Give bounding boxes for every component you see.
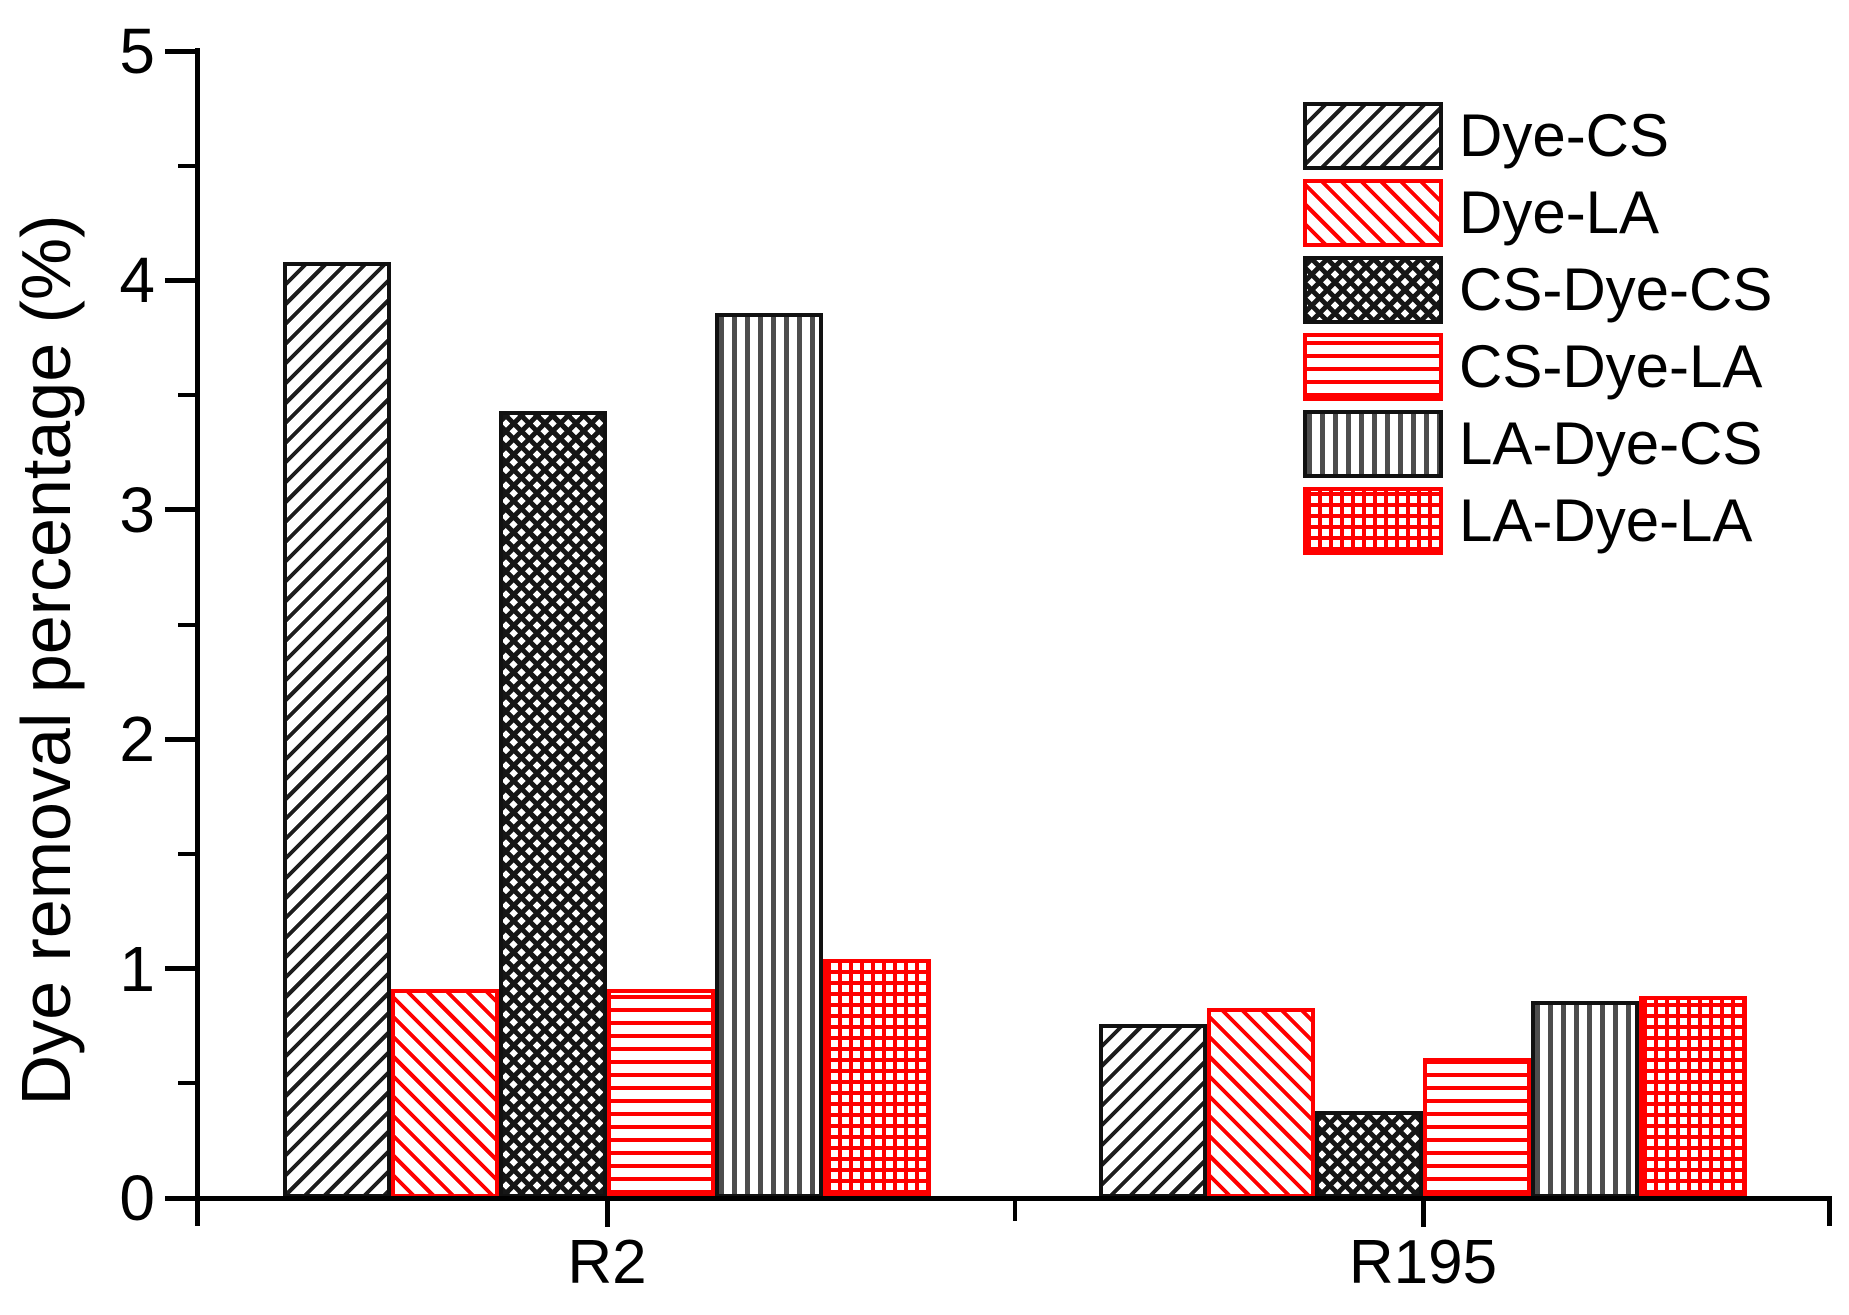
x-major-tick <box>604 1201 610 1227</box>
y-major-tick <box>165 1195 195 1201</box>
legend-swatch-horizontal-red-icon <box>1303 333 1443 401</box>
y-major-tick <box>165 48 195 54</box>
y-major-tick <box>165 507 195 513</box>
x-axis-end-tick <box>1827 1196 1832 1226</box>
legend-swatch-diagonal-forward-black-icon <box>1303 102 1443 170</box>
legend-item-dye-cs: Dye-CS <box>1303 102 1772 170</box>
x-category-label-r2: R2 <box>567 1228 647 1297</box>
legend-swatch-crosshatch-black-icon <box>1303 256 1443 324</box>
legend-item-cs-dye-la: CS-Dye-LA <box>1303 333 1772 401</box>
legend-item-la-dye-cs: LA-Dye-CS <box>1303 410 1772 478</box>
y-minor-tick <box>178 622 195 627</box>
bar-la-dye-la-r2 <box>823 959 931 1198</box>
y-tick-label: 1 <box>119 932 155 1005</box>
legend-item-cs-dye-cs: CS-Dye-CS <box>1303 256 1772 324</box>
legend-swatch-diagonal-back-red-icon <box>1303 179 1443 247</box>
x-axis-end-tick <box>195 1196 200 1226</box>
bar-dye-la-r2 <box>391 989 499 1198</box>
y-tick-label: 4 <box>119 244 155 317</box>
y-major-tick <box>165 966 195 972</box>
legend-swatch-grid-red-icon <box>1303 487 1443 555</box>
legend-label: Dye-LA <box>1459 179 1660 246</box>
y-minor-tick <box>178 851 195 856</box>
bar-la-dye-cs-r2 <box>715 313 823 1198</box>
x-category-label-r195: R195 <box>1348 1228 1498 1297</box>
y-tick-label: 0 <box>119 1162 155 1234</box>
x-minor-tick <box>1013 1201 1017 1221</box>
y-minor-tick <box>178 1081 195 1086</box>
bar-cs-dye-la-r2 <box>607 989 715 1198</box>
y-major-tick <box>165 277 195 283</box>
bar-cs-dye-la-r195 <box>1423 1058 1531 1198</box>
legend: Dye-CS Dye-LA CS-Dye-CS CS-Dye-LA LA-Dye… <box>1303 102 1772 564</box>
legend-swatch-vertical-black-icon <box>1303 410 1443 478</box>
bar-dye-cs-r195 <box>1099 1024 1207 1198</box>
legend-label: Dye-CS <box>1459 102 1670 169</box>
legend-item-dye-la: Dye-LA <box>1303 179 1772 247</box>
legend-label: CS-Dye-CS <box>1459 256 1773 323</box>
bar-dye-la-r195 <box>1207 1008 1315 1198</box>
bar-la-dye-cs-r195 <box>1531 1001 1639 1198</box>
y-tick-label: 5 <box>119 15 155 87</box>
y-minor-tick <box>178 163 195 168</box>
y-tick-label: 3 <box>119 473 155 546</box>
legend-item-la-dye-la: LA-Dye-LA <box>1303 487 1772 555</box>
bar-cs-dye-cs-r195 <box>1315 1111 1423 1198</box>
legend-label: LA-Dye-CS <box>1459 410 1763 477</box>
x-major-tick <box>1420 1201 1426 1227</box>
bar-dye-cs-r2 <box>283 262 391 1198</box>
legend-label: CS-Dye-LA <box>1459 333 1763 400</box>
x-axis-line <box>195 1196 1832 1201</box>
y-minor-tick <box>178 393 195 398</box>
bar-cs-dye-cs-r2 <box>499 411 607 1198</box>
bar-la-dye-la-r195 <box>1639 996 1747 1198</box>
y-tick-label: 2 <box>119 703 155 776</box>
y-major-tick <box>165 736 195 742</box>
y-axis-line <box>195 48 200 1198</box>
legend-label: LA-Dye-LA <box>1459 487 1753 554</box>
